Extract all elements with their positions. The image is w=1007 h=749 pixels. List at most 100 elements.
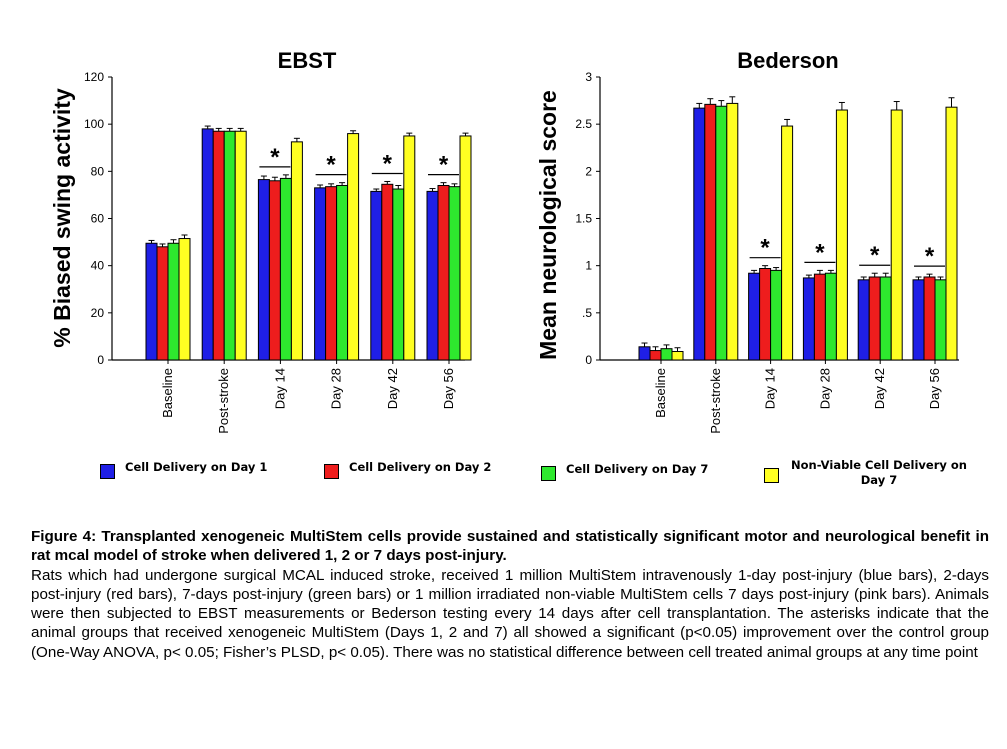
significance-asterisk: * — [815, 239, 825, 266]
bar-nonviable — [290, 141, 303, 361]
x-tick-label: Day 28 — [817, 368, 832, 409]
x-tick-label: Baseline — [160, 368, 175, 418]
caption-title: Figure 4: Transplanted xenogeneic MultiS… — [31, 528, 989, 565]
legend-label-day1: Cell Delivery on Day 1 — [125, 460, 268, 474]
ebst-chart: EBST % Biased swing activity 0 20 40 60 80 100 1… — [49, 48, 472, 434]
x-tick-label: Post-stroke — [216, 368, 231, 434]
bar-nonviable — [835, 109, 848, 361]
bar-day7 — [279, 177, 292, 361]
x-tick-label: Post-stroke — [708, 368, 723, 434]
bar-day1 — [693, 107, 706, 361]
y-tick-label: 60 — [91, 212, 105, 226]
legend-item-day2: Cell Delivery on Day 2 — [324, 460, 491, 479]
legend-item-day7: Cell Delivery on Day 7 — [541, 462, 708, 481]
bar-day1 — [802, 277, 815, 361]
bar-day7 — [336, 184, 349, 361]
bar-day1 — [370, 190, 383, 361]
chart-title: EBST — [278, 48, 337, 73]
bar-nonviable — [178, 238, 191, 361]
bar-day2 — [923, 276, 936, 361]
bar-nonviable — [890, 109, 903, 361]
bar-day1 — [314, 187, 327, 361]
y-tick-label: 0 — [97, 353, 104, 367]
bar-nonviable — [459, 135, 472, 361]
bar-day1 — [638, 346, 651, 361]
legend-label-nonviable: Non-Viable Cell Delivery on Day 7 — [791, 458, 967, 487]
y-tick-label: 0 — [585, 353, 592, 367]
bar-day7 — [879, 276, 892, 361]
bar-day1 — [912, 279, 925, 361]
bar-day2 — [704, 103, 717, 361]
bar-nonviable — [234, 130, 247, 361]
bar-day7 — [167, 242, 180, 361]
bar-day2 — [381, 183, 394, 361]
y-tick-label: 2.5 — [575, 117, 592, 131]
significance-asterisk: * — [383, 150, 393, 177]
bederson-chart: Bederson Mean neurological score 0 .5 1 1.5 2 2… — [535, 48, 959, 434]
significance-asterisk: * — [270, 144, 280, 171]
x-tick-label: Day 42 — [872, 368, 887, 409]
significance-asterisk: * — [925, 243, 935, 270]
x-tick-label: Baseline — [653, 368, 668, 418]
bar-day1 — [257, 179, 270, 361]
bar-day7 — [934, 279, 947, 361]
bar-day2 — [868, 276, 881, 361]
y-tick-label: 40 — [91, 259, 105, 273]
bar-day2 — [212, 130, 225, 361]
caption-body: Rats which had undergone surgical MCAL i… — [31, 566, 989, 661]
significance-asterisk: * — [870, 242, 880, 269]
x-tick-label: Day 42 — [385, 368, 400, 409]
legend-swatch-nonviable — [764, 468, 779, 483]
significance-asterisk: * — [760, 235, 770, 262]
bar-nonviable — [671, 351, 684, 361]
y-tick-label: 120 — [84, 70, 104, 84]
bar-day7 — [770, 269, 783, 361]
bar-day7 — [223, 130, 236, 361]
x-tick-label: Day 56 — [441, 368, 456, 409]
y-tick-label: 20 — [91, 306, 105, 320]
x-tick-label: Day 56 — [927, 368, 942, 409]
legend-swatch-day1 — [100, 464, 115, 479]
y-tick-label: 80 — [91, 164, 105, 178]
bar-day2 — [437, 184, 450, 361]
bar-nonviable — [945, 106, 958, 361]
bar-nonviable — [726, 102, 739, 361]
x-tick-label: Day 14 — [272, 368, 287, 409]
legend-item-day1: Cell Delivery on Day 1 — [100, 460, 267, 479]
bar-day2 — [325, 186, 338, 361]
bar-day1 — [145, 242, 158, 361]
bar-day2 — [156, 246, 169, 361]
legend-swatch-day7 — [541, 466, 556, 481]
x-tick-label: Day 28 — [329, 368, 344, 409]
y-axis-label: Mean neurological score — [535, 90, 561, 360]
bar-nonviable — [781, 125, 794, 361]
bar-nonviable — [403, 135, 416, 361]
y-tick-label: 2 — [585, 164, 592, 178]
y-tick-label: 1.5 — [575, 212, 592, 226]
y-tick-label: 1 — [585, 259, 592, 273]
significance-asterisk: * — [326, 152, 336, 179]
legend-label-day2: Cell Delivery on Day 2 — [349, 460, 492, 474]
y-tick-label: .5 — [582, 306, 592, 320]
bar-day1 — [857, 279, 870, 361]
bar-day7 — [715, 105, 728, 361]
legend-item-nonviable: Non-Viable Cell Delivery on Day 7 — [764, 458, 969, 488]
bar-nonviable — [347, 133, 360, 361]
bar-day7 — [448, 186, 461, 361]
legend: Cell Delivery on Day 1 Cell Delivery on … — [0, 458, 1007, 503]
bar-day7 — [824, 272, 837, 361]
bar-day7 — [392, 188, 405, 361]
significance-asterisk: * — [439, 152, 449, 179]
charts-figure: EBST% Biased swing activity0204060801001… — [49, 48, 959, 434]
bar-day1 — [748, 272, 761, 361]
bar-day1 — [426, 190, 439, 361]
bar-day1 — [201, 128, 214, 361]
legend-swatch-day2 — [324, 464, 339, 479]
y-axis-label: % Biased swing activity — [49, 88, 75, 348]
y-tick-label: 3 — [585, 70, 592, 84]
x-tick-label: Day 14 — [763, 368, 778, 409]
bar-day7 — [660, 348, 673, 361]
chart-title: Bederson — [737, 48, 838, 73]
bar-day2 — [813, 273, 826, 361]
y-tick-label: 100 — [84, 117, 104, 131]
